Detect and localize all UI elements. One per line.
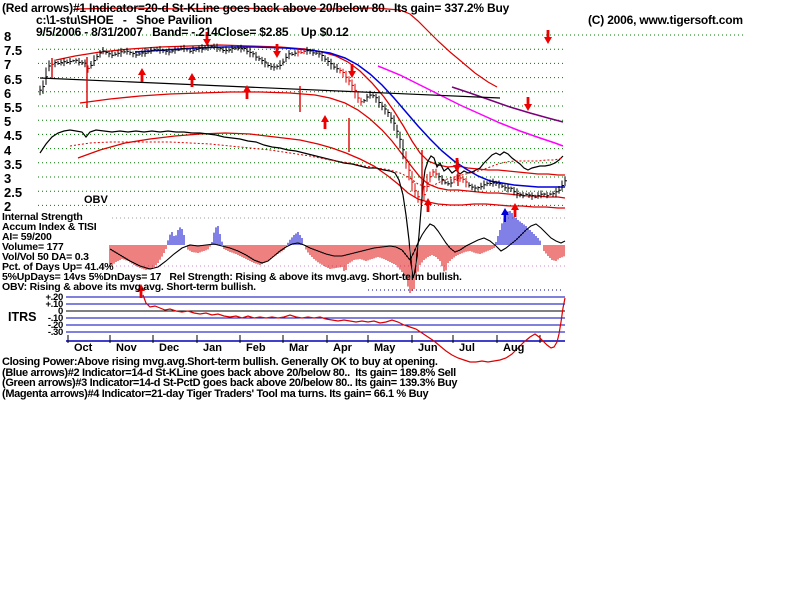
itrs-axis-label: -.30 xyxy=(47,327,63,338)
footer-line: Closing Power:Above rising mvg.avg.Short… xyxy=(2,356,438,368)
stats-line: Accum Index & TISI xyxy=(2,221,97,233)
price-axis-label: 4.5 xyxy=(4,128,23,144)
stats-line: AI= 59/200 xyxy=(2,231,52,243)
itrs-axis-label: 0 xyxy=(58,306,63,317)
series-kline-indicator-top xyxy=(74,7,498,88)
price-axis-label: 5.5 xyxy=(4,100,23,115)
month-label: May xyxy=(374,342,396,354)
down-arrow-icon xyxy=(203,32,211,46)
series-purple-ma xyxy=(451,86,564,123)
price-axis-label: 8 xyxy=(4,29,12,44)
month-label: Mar xyxy=(289,342,309,354)
stats-line: Pct. of Days Up= 41.4% xyxy=(2,261,114,273)
month-label: Feb xyxy=(246,342,266,354)
up-arrow-icon xyxy=(188,73,196,87)
up-arrow-icon xyxy=(501,208,509,222)
stats-line: 5%UpDays= 14vs 5%DnDays= 17 Rel Strength… xyxy=(2,271,462,283)
price-axis-label: 7 xyxy=(4,57,12,73)
stats-line: Volume= 177 xyxy=(2,241,64,253)
indicator1-title: (Red arrows)#1 Indicator=20-d St-KLine g… xyxy=(2,1,510,15)
price-axis-label: 3.5 xyxy=(4,156,23,172)
series-obv-line xyxy=(39,129,564,279)
month-label: Jan xyxy=(203,342,222,354)
stats-line: OBV: Rising & above its mvg.avg. Short-t… xyxy=(2,281,256,293)
month-label: Oct xyxy=(74,342,93,354)
series-closing-power-line xyxy=(142,294,566,363)
price-axis-label: 2 xyxy=(4,199,12,215)
footer-line: (Blue arrows)#2 Indicator=14-d St-KLine … xyxy=(2,366,456,379)
month-label: Jul xyxy=(459,342,475,354)
month-label: Dec xyxy=(159,342,180,354)
itrs-axis-label: -.20 xyxy=(47,320,63,331)
month-label: Nov xyxy=(116,342,137,354)
price-axis-label: 7.5 xyxy=(4,43,23,59)
price-axis-label: 6 xyxy=(4,85,12,101)
down-arrow-icon xyxy=(524,97,532,111)
down-arrow-icon xyxy=(453,158,461,172)
down-arrow-icon xyxy=(348,64,356,78)
copyright-text: (C) 2006, www.tigersoft.com xyxy=(588,13,743,27)
itrs-axis-label: -.10 xyxy=(47,313,63,324)
month-label: Aug xyxy=(503,342,525,354)
price-axis-label: 4 xyxy=(4,142,12,158)
stats-line: Vol/Vol 50 DA= 0.3 xyxy=(2,251,89,263)
price-axis-label: 5 xyxy=(4,114,12,130)
month-label: Apr xyxy=(333,342,352,354)
file-path-title: c:\1-stu\SHOE - Shoe Pavilion xyxy=(36,13,213,27)
down-arrow-icon xyxy=(544,30,552,44)
itrs-axis-label: +.10 xyxy=(45,299,63,310)
series-mid-band xyxy=(79,91,566,199)
price-axis-label: 2.5 xyxy=(4,185,23,201)
price-axis-label: 3 xyxy=(4,171,12,186)
up-arrow-icon xyxy=(138,68,146,82)
up-arrow-icon xyxy=(243,85,251,99)
up-arrow-icon xyxy=(137,284,145,298)
ohlc-bars xyxy=(39,43,567,205)
series-upper-band xyxy=(55,44,565,176)
footer-line: (Green arrows)#3 Indicator=14-d St-PctD … xyxy=(2,377,458,389)
up-arrow-icon xyxy=(511,203,519,217)
itrs-label: ITRS xyxy=(8,310,37,324)
down-arrow-icon xyxy=(273,44,281,58)
obv-label: OBV xyxy=(84,194,108,206)
footer-line: (Magenta arrows)#4 Indicator=21-day Tige… xyxy=(2,387,429,400)
stats-line: Internal Strength xyxy=(2,211,83,223)
month-label: Jun xyxy=(418,342,438,354)
up-arrow-icon xyxy=(424,198,432,212)
series-magenta-ma xyxy=(377,65,564,147)
series-ma-50day-blue xyxy=(134,46,565,188)
itrs-axis-label: +.20 xyxy=(45,292,63,303)
series-tisi-line xyxy=(109,223,566,270)
series-trendline xyxy=(39,77,501,99)
price-axis-label: 6.5 xyxy=(4,71,23,87)
date-range-band-close: 9/5/2006 - 8/31/2007 Band= -.214Close= $… xyxy=(36,25,349,39)
up-arrow-icon xyxy=(321,115,329,129)
